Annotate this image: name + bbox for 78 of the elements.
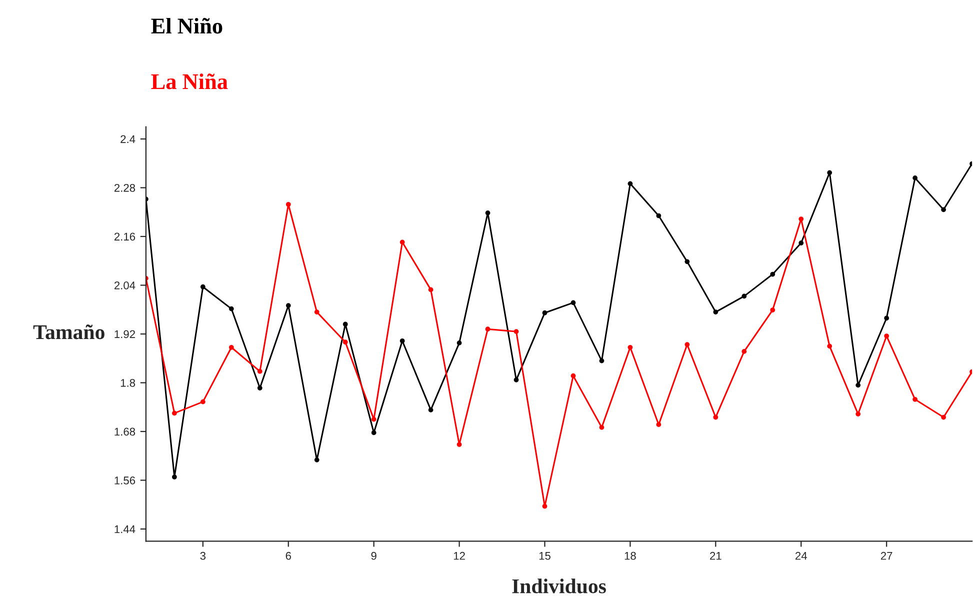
point [912, 176, 918, 180]
y-tick-label: 2.04 [114, 281, 136, 290]
point [941, 414, 946, 420]
point [286, 202, 291, 207]
y-tick-label: 2.16 [114, 232, 136, 241]
point [742, 294, 747, 299]
point [456, 442, 462, 447]
point [628, 344, 633, 350]
y-tick-label: 2.4 [120, 135, 136, 143]
point [286, 303, 291, 308]
x-tick-label: 18 [624, 552, 636, 560]
text: El Niño [151, 18, 222, 34]
point [314, 458, 320, 462]
point [257, 368, 262, 374]
point [656, 422, 662, 428]
point [770, 272, 776, 277]
point [456, 340, 462, 346]
point [827, 170, 832, 176]
point [884, 316, 889, 321]
point [684, 342, 690, 347]
point [628, 181, 633, 186]
x-axis-title: Individuos [512, 578, 606, 594]
point [599, 425, 604, 430]
point [884, 334, 889, 338]
point [798, 240, 804, 246]
point [257, 386, 262, 390]
point [371, 416, 376, 422]
x-tick-label: 9 [371, 552, 376, 560]
point [542, 310, 548, 316]
y-tick-label: 1.92 [114, 330, 135, 338]
point [428, 408, 434, 412]
point [798, 216, 804, 222]
point [542, 504, 548, 509]
point [228, 344, 234, 350]
point [400, 240, 405, 245]
point [827, 344, 832, 349]
point [713, 310, 718, 314]
point [742, 349, 747, 354]
point [371, 430, 376, 436]
x-tick-label: 12 [454, 552, 465, 560]
point [342, 322, 348, 327]
point [172, 474, 177, 480]
point [912, 396, 918, 402]
y-tick-label: 1.44 [114, 525, 136, 534]
x-tick-label: 27 [880, 552, 892, 560]
y-axis-title: Tamaño [33, 324, 104, 340]
point [172, 410, 177, 416]
point [656, 213, 662, 218]
y-tick-label: 1.68 [114, 428, 136, 436]
point [570, 300, 576, 306]
text: La Niña [151, 74, 228, 90]
point [570, 373, 576, 378]
point [314, 310, 320, 314]
point [342, 340, 348, 345]
point [485, 210, 490, 216]
point [856, 382, 861, 388]
point [599, 358, 604, 364]
point [485, 326, 490, 332]
point [856, 412, 861, 416]
point [200, 399, 206, 404]
point [514, 377, 519, 382]
point [228, 306, 234, 312]
point [941, 207, 946, 212]
y-tick-label: 1.8 [120, 379, 136, 387]
x-tick-label: 15 [539, 552, 550, 560]
x-tick-label: 6 [286, 552, 291, 560]
point [684, 259, 690, 264]
x-tick-label: 3 [200, 552, 206, 560]
point [400, 338, 405, 344]
point [200, 284, 206, 290]
point [514, 329, 519, 334]
y-tick-label: 1.56 [114, 476, 136, 484]
x-tick-label: 24 [795, 552, 807, 560]
point [713, 414, 718, 420]
y-tick-label: 2.28 [114, 184, 136, 192]
point [428, 287, 434, 292]
x-tick-label: 21 [710, 552, 722, 560]
point [770, 308, 776, 312]
